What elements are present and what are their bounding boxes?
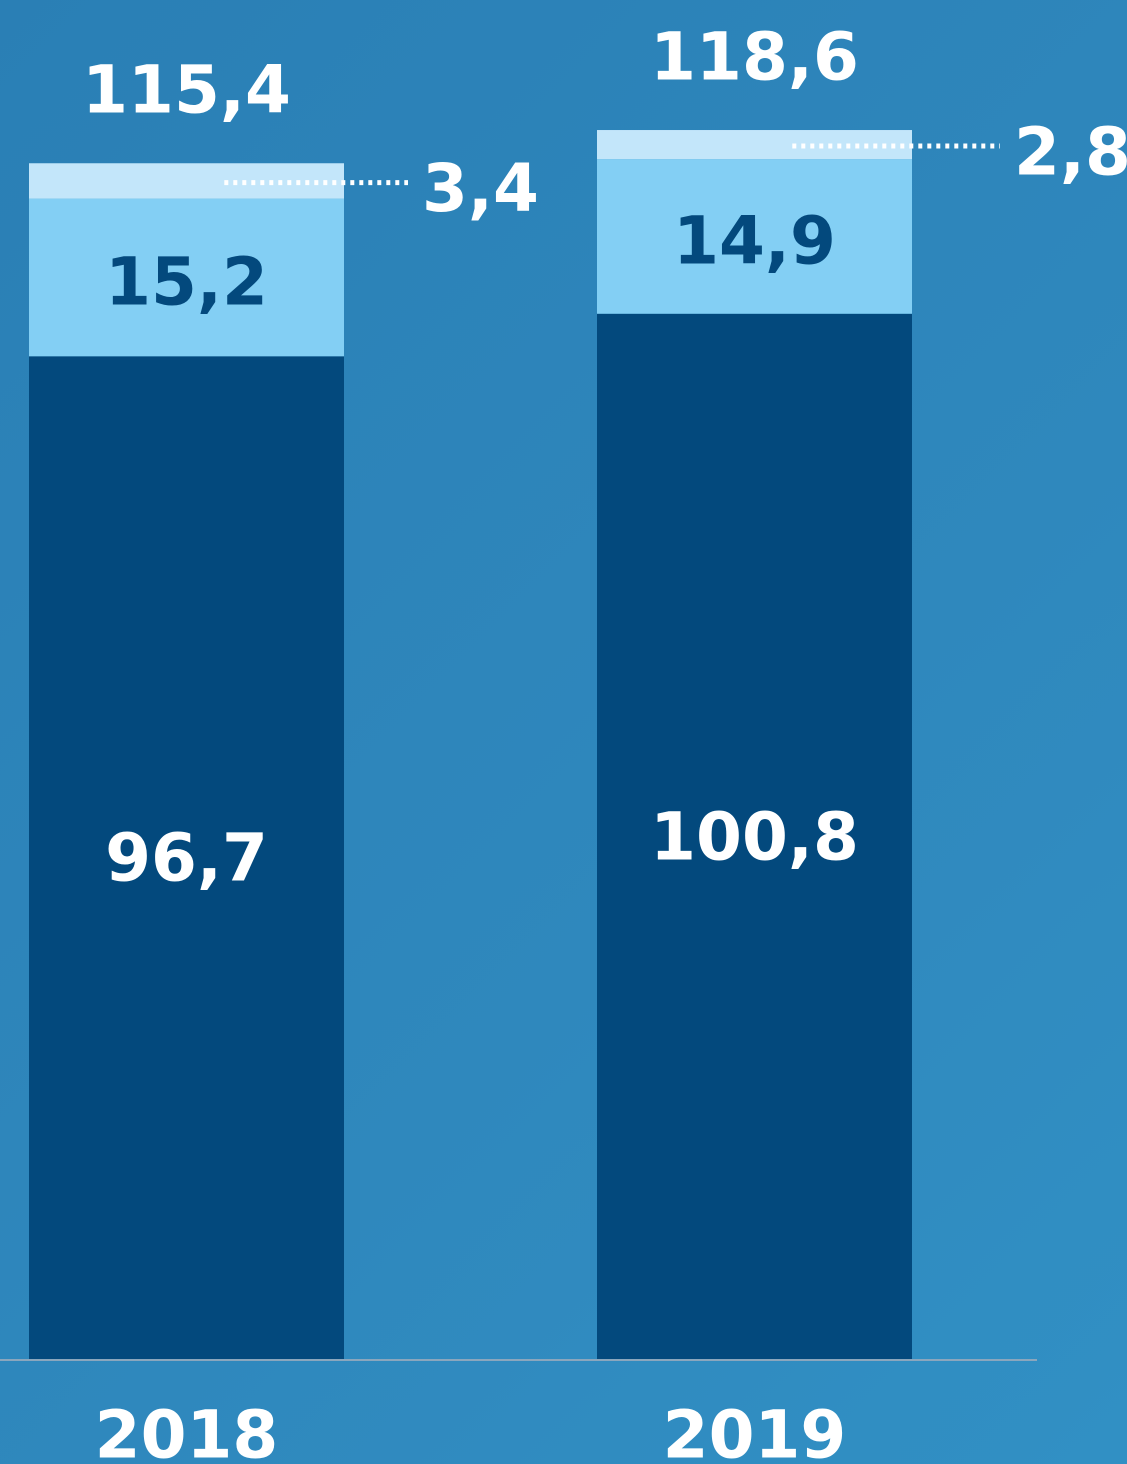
category-label-2018: 2018 bbox=[95, 1397, 279, 1464]
bar-segment-2018-0 bbox=[29, 356, 344, 1360]
value-label-2019-2: 2,8 bbox=[1014, 114, 1127, 191]
bar-segment-2018-2 bbox=[29, 163, 344, 199]
bar-segment-2018-1 bbox=[29, 198, 344, 357]
value-label-2019-1: 14,9 bbox=[673, 203, 836, 280]
bar-segment-2019-0 bbox=[597, 313, 912, 1360]
value-label-2018-0: 96,7 bbox=[105, 820, 268, 897]
bars-layer bbox=[29, 130, 912, 1360]
value-label-2018-1: 15,2 bbox=[105, 244, 268, 321]
value-label-2018-2: 3,4 bbox=[422, 150, 539, 227]
bar-segment-2019-1 bbox=[597, 159, 912, 314]
labels-layer: 96,7 15,2 3,4 115,4 2018 100,8 14,9 2,8 118,6 201… bbox=[82, 19, 1127, 1464]
total-label-2019: 118,6 bbox=[650, 19, 859, 96]
bar-segment-2019-2 bbox=[597, 130, 912, 160]
total-label-2018: 115,4 bbox=[82, 52, 291, 129]
category-label-2019: 2019 bbox=[663, 1397, 847, 1464]
value-label-2019-0: 100,8 bbox=[650, 798, 859, 875]
